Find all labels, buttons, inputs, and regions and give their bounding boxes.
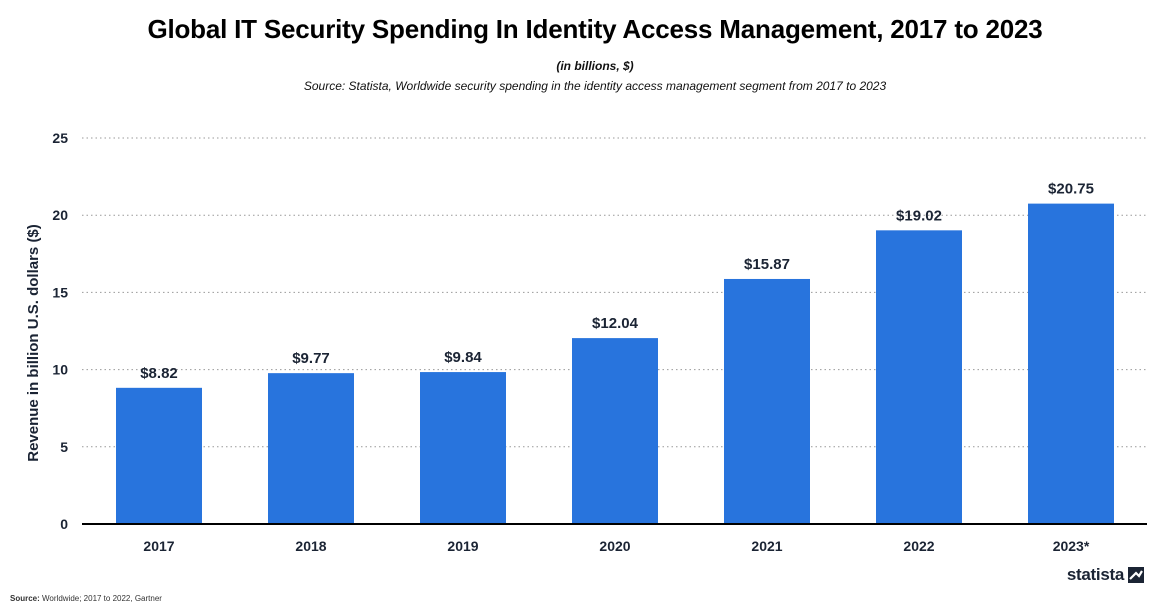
data-label: $20.75 <box>1048 181 1094 198</box>
bar <box>268 373 354 524</box>
y-tick-label: 15 <box>52 284 68 300</box>
bar <box>876 230 962 524</box>
x-tick-label: 2022 <box>903 538 934 554</box>
bar <box>572 338 658 524</box>
x-tick-label: 2021 <box>751 538 782 554</box>
y-tick-label: 25 <box>52 130 68 146</box>
y-tick-label: 5 <box>60 439 68 455</box>
chart-subtitle: (in billions, $) <box>556 59 634 73</box>
data-label: $9.84 <box>444 349 482 366</box>
bar <box>1028 203 1114 524</box>
data-label: $15.87 <box>744 256 790 273</box>
data-label: $19.02 <box>896 207 942 224</box>
chart-title: Global IT Security Spending In Identity … <box>147 14 1043 44</box>
data-label: $9.77 <box>292 350 330 367</box>
y-axis-title: Revenue in billion U.S. dollars ($) <box>25 224 42 462</box>
bar <box>420 372 506 524</box>
footer-source-text: Worldwide; 2017 to 2022, Gartner <box>39 594 162 603</box>
brand-name: statista <box>1066 565 1124 584</box>
x-tick-label: 2017 <box>143 538 174 554</box>
y-tick-label: 20 <box>52 207 68 223</box>
footer-source-label: Source: <box>10 594 40 603</box>
x-tick-label: 2023* <box>1053 538 1090 554</box>
bar <box>724 278 810 524</box>
x-tick-label: 2019 <box>447 538 478 554</box>
x-tick-label: 2018 <box>295 538 326 554</box>
x-tick-label: 2020 <box>599 538 630 554</box>
data-label: $12.04 <box>592 315 639 332</box>
statista-logo-icon <box>1128 567 1144 583</box>
footer-source: Source: Worldwide; 2017 to 2022, Gartner <box>10 594 162 603</box>
bar <box>116 387 202 524</box>
chart-source-note: Source: Statista, Worldwide security spe… <box>303 79 887 93</box>
data-label: $8.82 <box>140 365 178 382</box>
y-tick-label: 10 <box>52 362 68 378</box>
statista-logo: statista <box>1067 565 1144 585</box>
y-tick-label: 0 <box>60 516 68 532</box>
